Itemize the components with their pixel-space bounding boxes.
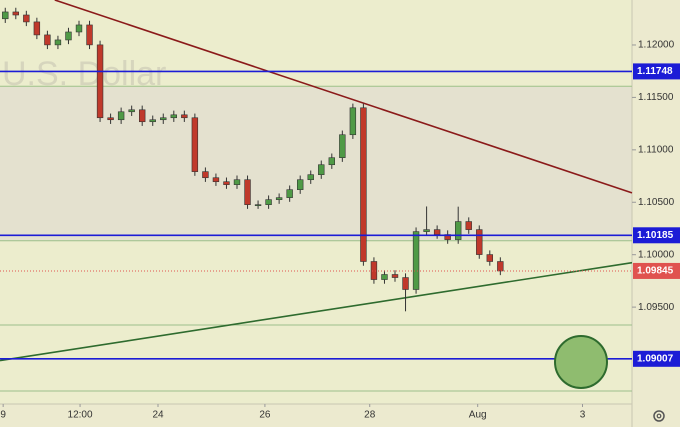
candle-body — [360, 107, 367, 262]
trend-line — [0, 261, 633, 362]
last-price-label: 1.09845 — [637, 266, 674, 277]
candle-body — [339, 134, 346, 158]
candle-body — [275, 197, 283, 200]
annotation-circle — [554, 335, 608, 389]
candle-body — [128, 109, 135, 113]
candle-body — [223, 181, 230, 185]
candle-body — [497, 261, 504, 272]
level-label-box — [633, 350, 680, 367]
y-tick-label: 1.11500 — [638, 92, 674, 103]
candle-body — [402, 277, 409, 290]
candle-body — [191, 117, 199, 172]
level-label: 1.09007 — [637, 353, 674, 364]
candle-body — [265, 199, 272, 205]
trend-line — [54, 0, 633, 194]
candle-body — [65, 31, 72, 41]
candle-body — [465, 221, 472, 230]
y-tick-label: 1.10000 — [638, 249, 675, 260]
settings-icon[interactable] — [653, 410, 665, 422]
candle-body — [254, 204, 262, 206]
candle-body — [96, 44, 104, 119]
candle-body — [486, 254, 493, 262]
candle-body — [23, 14, 30, 23]
candle-body — [455, 221, 462, 240]
candle-body — [297, 179, 304, 190]
candle-body — [139, 109, 146, 123]
level-label: 1.10185 — [637, 230, 674, 241]
plot — [0, 0, 633, 392]
x-tick-label: 3 — [580, 410, 586, 421]
y-tick-label: 1.10500 — [638, 197, 675, 208]
candle-body — [107, 117, 114, 121]
candle-body — [244, 179, 251, 205]
x-tick-label: Aug — [469, 410, 487, 421]
candle-body — [12, 11, 19, 16]
candle-body — [476, 229, 483, 255]
candle-body — [170, 114, 177, 119]
level-label-box — [633, 227, 680, 244]
level-label: 1.11748 — [637, 66, 673, 77]
candle-body — [381, 274, 388, 280]
candle-body — [33, 21, 41, 36]
candle-body — [86, 24, 93, 46]
last-price-box — [633, 262, 680, 279]
x-tick-label: 12:00 — [68, 410, 93, 421]
candle-body — [2, 11, 9, 20]
range-band — [0, 87, 632, 241]
candle-body — [370, 261, 378, 280]
candle-body — [286, 189, 293, 198]
y-tick-label: 1.12000 — [638, 40, 675, 51]
time-axis — [0, 404, 632, 427]
y-tick-label: 1.09500 — [638, 302, 675, 313]
candle-body — [181, 114, 188, 119]
candle-body — [412, 231, 420, 290]
candle-body — [318, 164, 325, 175]
level-label-box — [633, 63, 680, 80]
candle-body — [307, 174, 314, 181]
y-tick-label: 1.11000 — [638, 144, 674, 155]
candle-body — [160, 117, 167, 121]
candle-body — [149, 119, 156, 123]
x-tick-label: 24 — [152, 410, 164, 421]
candle-body — [202, 171, 209, 179]
x-tick-label: 26 — [259, 410, 271, 421]
candle-body — [54, 39, 62, 46]
watermark: U.S. Dollar — [2, 55, 166, 93]
candle-body — [391, 274, 399, 278]
candle-body — [349, 107, 357, 136]
x-tick-label: 28 — [364, 410, 376, 421]
candle-body — [75, 24, 83, 33]
candle-body — [433, 229, 441, 235]
candle-body — [328, 157, 335, 166]
candle-body — [212, 177, 220, 183]
candle-body — [44, 34, 51, 46]
candle-body — [117, 111, 125, 121]
candle-body — [233, 179, 241, 185]
candle-body — [423, 229, 430, 232]
x-tick-label: 9 — [0, 410, 6, 421]
